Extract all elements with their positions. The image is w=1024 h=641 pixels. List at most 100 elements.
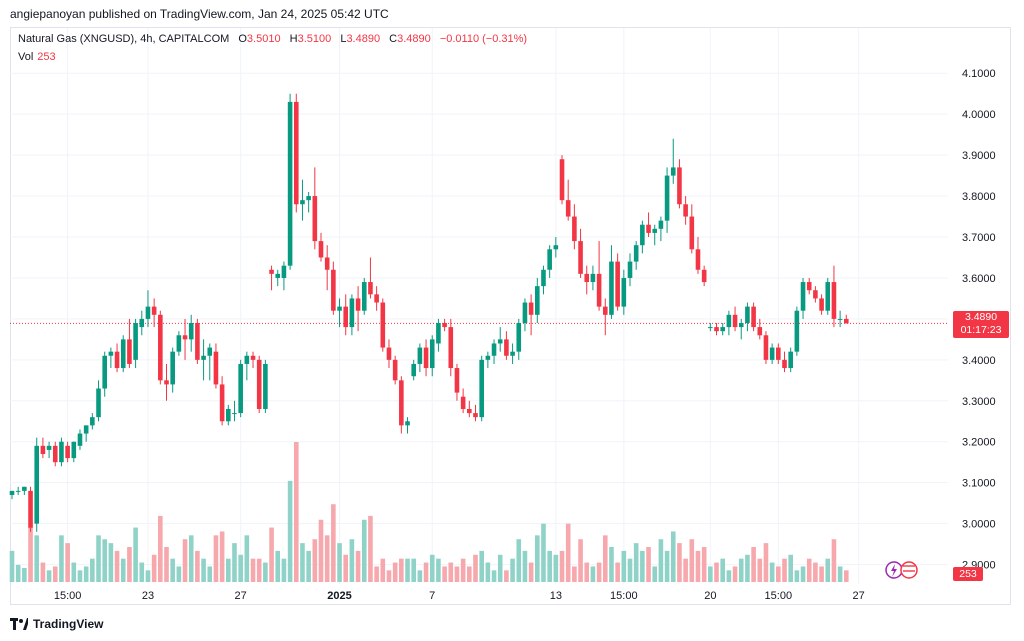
candle-body	[763, 335, 769, 360]
volume-bar	[640, 550, 645, 582]
volume-bar	[127, 547, 132, 582]
candle-body	[355, 298, 361, 311]
candle-body	[745, 306, 750, 323]
candle-body	[726, 314, 732, 328]
candle-body	[541, 269, 546, 287]
candle-body	[436, 323, 441, 344]
candle-body	[343, 306, 349, 328]
tradingview-logo[interactable]: TradingView	[10, 617, 103, 631]
candle-body	[244, 355, 250, 364]
volume-bar	[423, 562, 429, 582]
candle-body	[15, 490, 21, 492]
tradingview-icon	[10, 618, 28, 630]
volume-bar	[664, 550, 670, 582]
volume-bar	[689, 539, 695, 582]
candle-body	[504, 339, 509, 356]
volume-bar	[40, 562, 46, 582]
volume-bar	[782, 558, 787, 582]
candle-body	[256, 359, 262, 409]
volume-bar	[769, 562, 775, 582]
candle-body	[127, 339, 132, 364]
candle-body	[689, 216, 695, 250]
candle-body	[491, 343, 497, 356]
candle-body	[429, 339, 435, 369]
volume-bar	[108, 543, 114, 582]
candle-body	[738, 323, 744, 328]
candle-body	[819, 298, 824, 311]
y-tick-label: 3.2000	[962, 437, 996, 449]
candle-body	[324, 257, 330, 270]
candle-body	[34, 445, 40, 524]
volume-bar	[726, 570, 732, 582]
candle-body	[293, 101, 299, 205]
candle-body	[368, 282, 373, 295]
candle-body	[565, 200, 571, 217]
volume-bar	[386, 570, 392, 582]
candle-body	[473, 413, 478, 418]
candle-body	[213, 351, 219, 385]
x-tick-label: 27	[853, 590, 865, 602]
candle-body	[670, 167, 676, 176]
volume-bar	[139, 562, 145, 582]
volume-bar	[578, 539, 583, 582]
candle-body	[467, 408, 472, 414]
volume-bar	[745, 554, 750, 582]
volume-bar	[683, 558, 688, 582]
candle-body	[226, 408, 231, 422]
candle-body	[238, 363, 243, 414]
volume-bar	[349, 539, 355, 582]
candle-body	[806, 282, 812, 291]
volume-bar	[15, 564, 21, 582]
volume-bar	[59, 535, 64, 582]
candle-body	[701, 269, 707, 283]
volume-bar	[306, 550, 311, 582]
volume-bar	[757, 558, 763, 582]
candle-body	[158, 314, 163, 381]
candle-body	[800, 282, 806, 311]
volume-bar	[844, 570, 849, 582]
volume-bar	[188, 535, 194, 582]
candle-body	[46, 445, 52, 450]
volume-bar	[281, 558, 287, 582]
candle-body	[621, 277, 627, 307]
candle-body	[9, 490, 15, 495]
flag-icon	[900, 561, 918, 579]
x-tick-label: 15:00	[765, 590, 793, 602]
volume-bar	[52, 566, 58, 582]
volume-bar	[28, 527, 33, 582]
candle-body	[250, 355, 256, 360]
candle-body	[652, 228, 658, 233]
volume-bar	[701, 547, 707, 582]
volume-bar	[720, 558, 725, 582]
volume-bar	[794, 570, 800, 582]
volume-bar	[541, 523, 546, 582]
volume-bar	[374, 566, 379, 582]
volume-bar	[158, 515, 163, 582]
volume-bar	[522, 550, 528, 582]
volume-value: 253	[37, 51, 56, 63]
y-tick-label: 3.0000	[962, 519, 996, 531]
volume-bar	[226, 558, 231, 582]
candle-body	[83, 425, 89, 434]
x-tick-label: 2025	[327, 590, 351, 602]
volume-bar	[436, 558, 441, 582]
volume-bar	[627, 558, 633, 582]
candle-body	[151, 306, 157, 315]
candle-body	[22, 486, 27, 491]
volume-bar	[621, 550, 627, 582]
candle-body	[195, 323, 200, 360]
x-tick-label: 27	[235, 590, 247, 602]
candle-body	[844, 318, 849, 324]
volume-bar	[244, 535, 250, 582]
y-tick-label: 3.3000	[962, 396, 996, 408]
candle-body	[361, 282, 367, 311]
candle-body	[374, 294, 379, 303]
volume-bar	[837, 566, 843, 582]
candle-body	[615, 261, 620, 307]
y-tick-label: 3.9000	[962, 150, 996, 162]
candle-body	[411, 363, 416, 377]
volume-bar	[695, 550, 701, 582]
volume-bar	[738, 558, 744, 582]
candle-body	[831, 282, 837, 319]
